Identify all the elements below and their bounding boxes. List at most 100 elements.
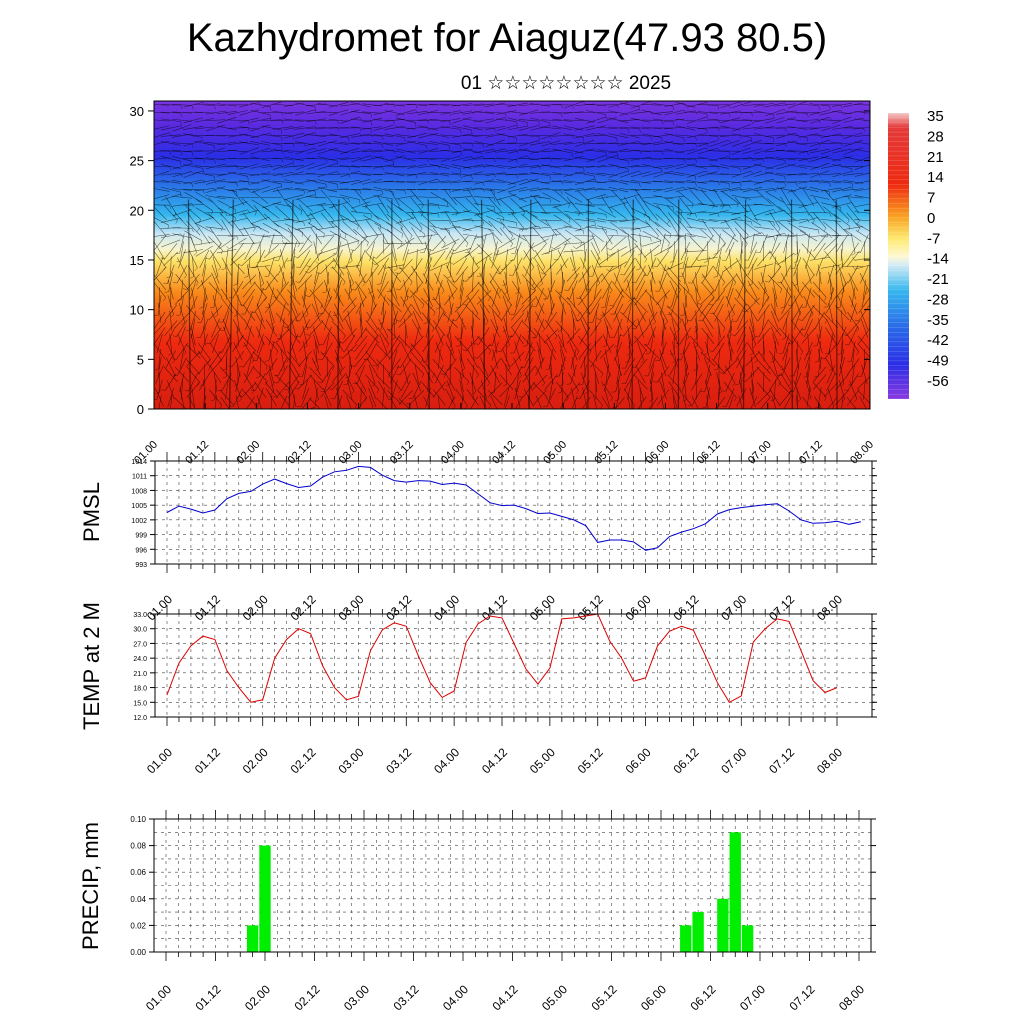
wind-barb [589, 335, 603, 352]
wind-barb [351, 178, 371, 185]
wind-barb-feather [164, 291, 169, 293]
wind-barb [712, 243, 726, 260]
wind-barb [851, 341, 856, 362]
wind-barb [731, 180, 752, 184]
y-tick-label: 0.04 [130, 895, 146, 904]
wind-barb [373, 173, 394, 175]
wind-barb-feather [605, 116, 609, 121]
wind-barb [854, 264, 870, 270]
wind-barb [753, 188, 774, 191]
wind-barb-feather [638, 170, 642, 175]
wind-barb [608, 179, 629, 185]
wind-barb [387, 205, 402, 220]
wind-barb [513, 241, 522, 261]
wind-barb [801, 243, 816, 259]
wind-barb-feather [431, 374, 435, 379]
wind-barb [521, 335, 536, 352]
wind-barb [409, 390, 425, 405]
wind-barb [834, 305, 850, 321]
wind-barb [708, 150, 729, 152]
wind-barb-feather [471, 142, 474, 147]
wind-barb [496, 185, 516, 194]
wind-barb [164, 243, 178, 260]
wind-barb [154, 250, 166, 268]
wind-barb [820, 264, 841, 269]
wind-barb [227, 149, 248, 153]
wind-barb [616, 364, 621, 385]
wind-barb [355, 373, 367, 391]
x-tick-label: 03.12 [388, 439, 416, 467]
wind-barb-feather [220, 227, 223, 232]
wind-barb [653, 111, 674, 114]
wind-barb [552, 148, 573, 154]
wind-barb-feather [857, 220, 860, 225]
wind-barb-feather [685, 415, 688, 417]
wind-barb [268, 233, 275, 254]
wind-barb [742, 103, 763, 106]
wind-barb-feather [239, 304, 244, 306]
wind-barb-feather [627, 299, 632, 302]
wind-barb [174, 313, 190, 328]
wind-barb [705, 364, 711, 385]
wind-barb [678, 282, 693, 298]
wind-barb [787, 133, 808, 138]
wind-barb [157, 295, 162, 315]
x-tick-label: 03.00 [335, 745, 366, 776]
wind-barb-feather [842, 333, 847, 336]
wind-barb-feather [194, 267, 198, 271]
wind-barb-feather [451, 280, 456, 283]
wind-barb-feather [493, 209, 497, 214]
wind-barb [342, 343, 358, 359]
wind-barb-feather [370, 128, 373, 133]
wind-barb-feather [784, 176, 786, 181]
wind-barb-feather [717, 136, 720, 141]
wind-barb [490, 319, 500, 338]
wind-barb [216, 171, 237, 177]
wind-barb-feather [315, 261, 319, 265]
wind-barb [410, 304, 423, 322]
wind-barb [445, 373, 456, 391]
wind-barb [176, 342, 188, 360]
wind-barb [486, 215, 505, 226]
chart-title: Kazhydromet for Aiaguz(47.93 80.5) [186, 16, 828, 60]
wind-barb [812, 374, 827, 390]
wind-barb-feather [874, 105, 875, 109]
wind-barb [167, 295, 174, 315]
x-tick-label: 07.00 [737, 982, 768, 1013]
wind-barb [541, 140, 561, 147]
wind-barb [205, 226, 226, 230]
wind-barb [553, 214, 571, 226]
wind-barb-feather [306, 265, 311, 267]
wind-barb [720, 187, 740, 192]
wind-barb [194, 171, 215, 177]
wind-barb [541, 188, 562, 191]
wind-barb [183, 150, 204, 152]
wind-barb [235, 372, 241, 392]
wind-barb [679, 389, 692, 406]
y-tick-label: 1014 [131, 459, 147, 466]
wind-barb [533, 327, 547, 344]
wind-barb [242, 212, 256, 229]
wind-barb-feather [814, 360, 819, 363]
wind-barb [154, 125, 170, 130]
wind-barb [471, 341, 475, 362]
wind-barb [695, 318, 698, 339]
wind-barb [681, 372, 690, 392]
wind-barb-feather [695, 213, 697, 218]
wind-barb [600, 266, 614, 283]
wind-barb-feather [527, 148, 530, 153]
wind-barb [274, 228, 291, 243]
wind-barb [539, 333, 541, 354]
wind-barb-feather [766, 367, 770, 371]
wind-barb [261, 141, 282, 146]
wind-barb [768, 320, 782, 337]
wind-barb [164, 304, 178, 321]
wind-barb [690, 304, 703, 322]
y-tick-label: 0.10 [130, 815, 146, 824]
wind-barb-feather [381, 156, 385, 160]
wind-barb [243, 319, 255, 338]
wind-barb [154, 111, 170, 114]
wind-barb [205, 186, 226, 193]
wind-barb [397, 206, 414, 220]
wind-barb [849, 380, 858, 400]
